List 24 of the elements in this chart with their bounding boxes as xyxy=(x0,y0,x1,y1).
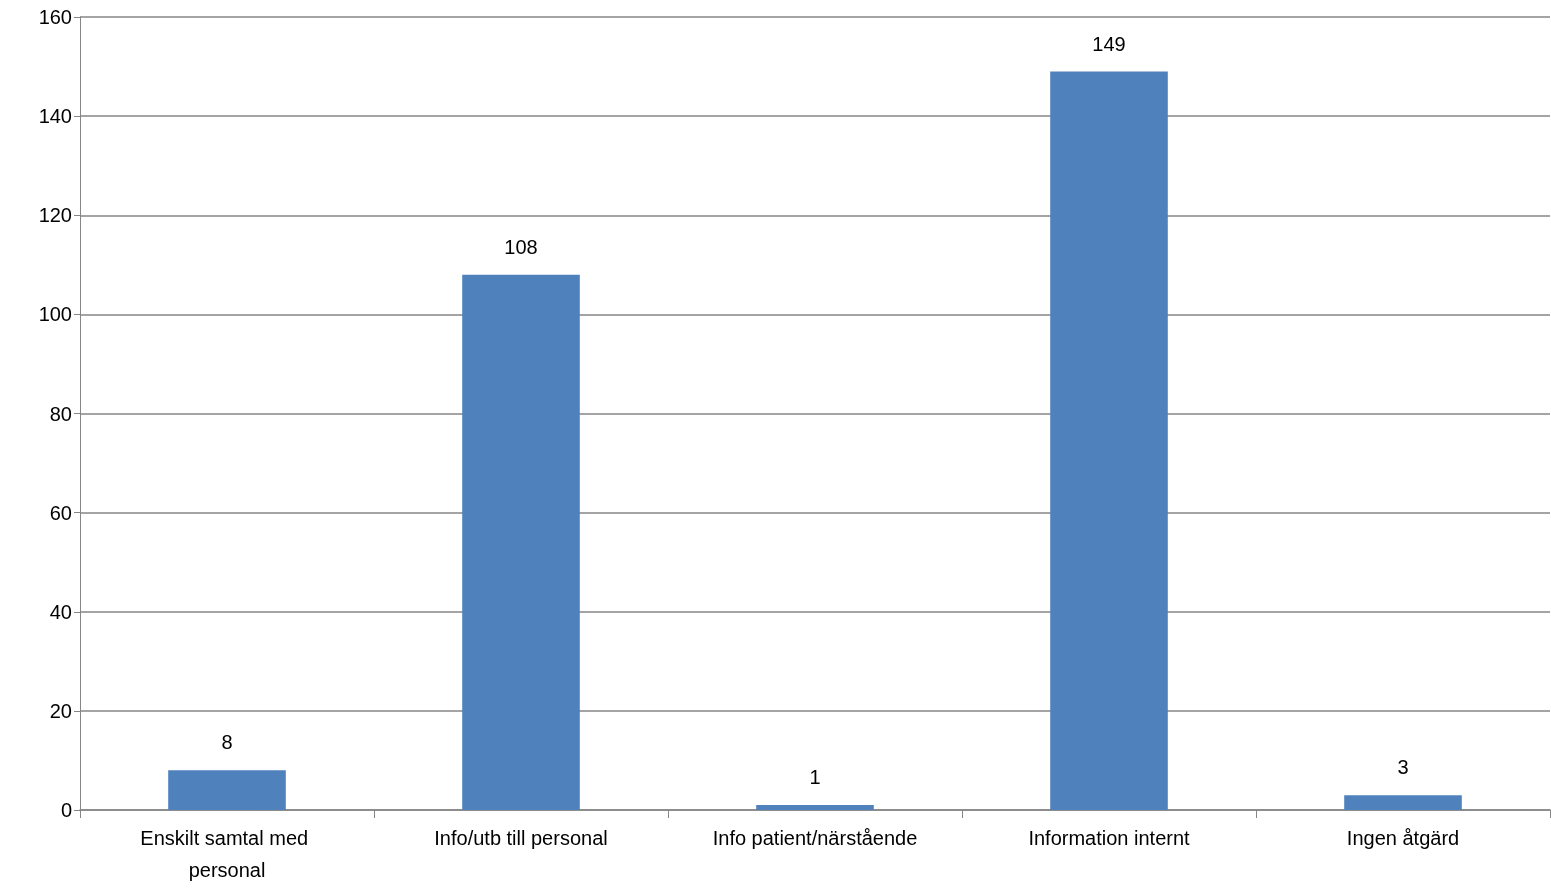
x-tick-label: Information internt xyxy=(1028,827,1191,849)
y-tick-label: 120 xyxy=(38,204,72,227)
bar xyxy=(462,274,580,810)
data-label: 108 xyxy=(504,235,538,258)
x-tick-label: Enskilt samtal med personal xyxy=(140,827,314,881)
bar xyxy=(756,805,874,810)
data-label: 3 xyxy=(1397,756,1409,779)
x-tick-label: Info/utb till personal xyxy=(434,827,608,849)
y-tick-label: 80 xyxy=(49,402,72,425)
data-label: 1 xyxy=(809,766,821,789)
bar xyxy=(1344,795,1462,810)
x-tick-label: Info patient/närstående xyxy=(712,827,918,849)
y-tick-label: 20 xyxy=(49,699,72,722)
data-label: 149 xyxy=(1092,32,1126,55)
bar xyxy=(1050,71,1168,810)
y-tick-label: 60 xyxy=(49,501,72,524)
bar xyxy=(168,770,286,810)
y-tick-label: 40 xyxy=(49,600,72,623)
data-label: 8 xyxy=(221,731,233,754)
y-tick-label: 100 xyxy=(38,303,72,326)
x-tick-label: Ingen åtgärd xyxy=(1346,827,1460,849)
y-tick-label: 160 xyxy=(38,6,72,28)
y-tick-label: 0 xyxy=(60,799,72,821)
y-tick-label: 140 xyxy=(38,105,72,128)
